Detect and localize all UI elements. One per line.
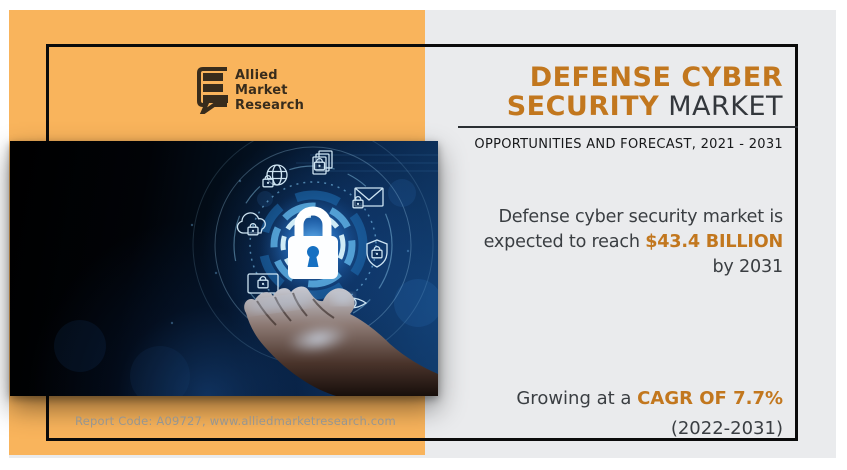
content-column: DEFENSE CYBER SECURITY MARKET OPPORTUNIT… (458, 44, 798, 444)
photo-graphics (54, 141, 438, 396)
growth-cagr: CAGR OF 7.7% (637, 388, 783, 409)
growth-statement: Growing at a CAGR OF 7.7% (2022-2031) (458, 384, 798, 444)
globe-lock-icon (262, 164, 288, 188)
cyber-security-photo (10, 141, 438, 396)
statement-value: $43.4 BILLION (645, 232, 783, 252)
page-backdrop: Allied Market Research DEFENSE CYBER SEC… (9, 10, 836, 458)
documents-lock-icon (312, 150, 333, 175)
padlock-icon (288, 206, 338, 279)
tech-dots (170, 179, 410, 325)
brand-name-line2: Market (235, 83, 288, 98)
title-line2-accent: SECURITY (506, 91, 660, 122)
growth-pre: Growing at a (516, 388, 638, 409)
open-hand (244, 286, 438, 396)
speech-bubble-bars-icon (197, 67, 228, 114)
brand-name-line1: Allied (235, 68, 278, 83)
cloud-lock-icon (236, 212, 266, 236)
brand-name-line3: Research (235, 98, 305, 113)
title-divider (458, 126, 798, 128)
growth-range: (2022-2031) (670, 418, 783, 439)
page-title: DEFENSE CYBER SECURITY MARKET (458, 44, 798, 121)
shield-lock-icon (366, 239, 388, 268)
subtitle: OPPORTUNITIES AND FORECAST, 2021 - 2031 (474, 137, 783, 152)
market-statement: Defense cyber security market is expecte… (458, 205, 798, 280)
mail-lock-icon (352, 187, 384, 209)
brand-name: Allied Market Research (235, 68, 304, 113)
brand-logo: Allied Market Research (196, 66, 304, 114)
statement-pre: Defense cyber security market is expecte… (483, 207, 784, 252)
bokeh-circles (54, 179, 438, 396)
report-code: Report Code: A09727, www.alliedmarketres… (75, 414, 396, 428)
title-line1: DEFENSE CYBER (529, 62, 783, 93)
title-line2-plain: MARKET (659, 91, 783, 122)
statement-post: by 2031 (712, 257, 783, 277)
